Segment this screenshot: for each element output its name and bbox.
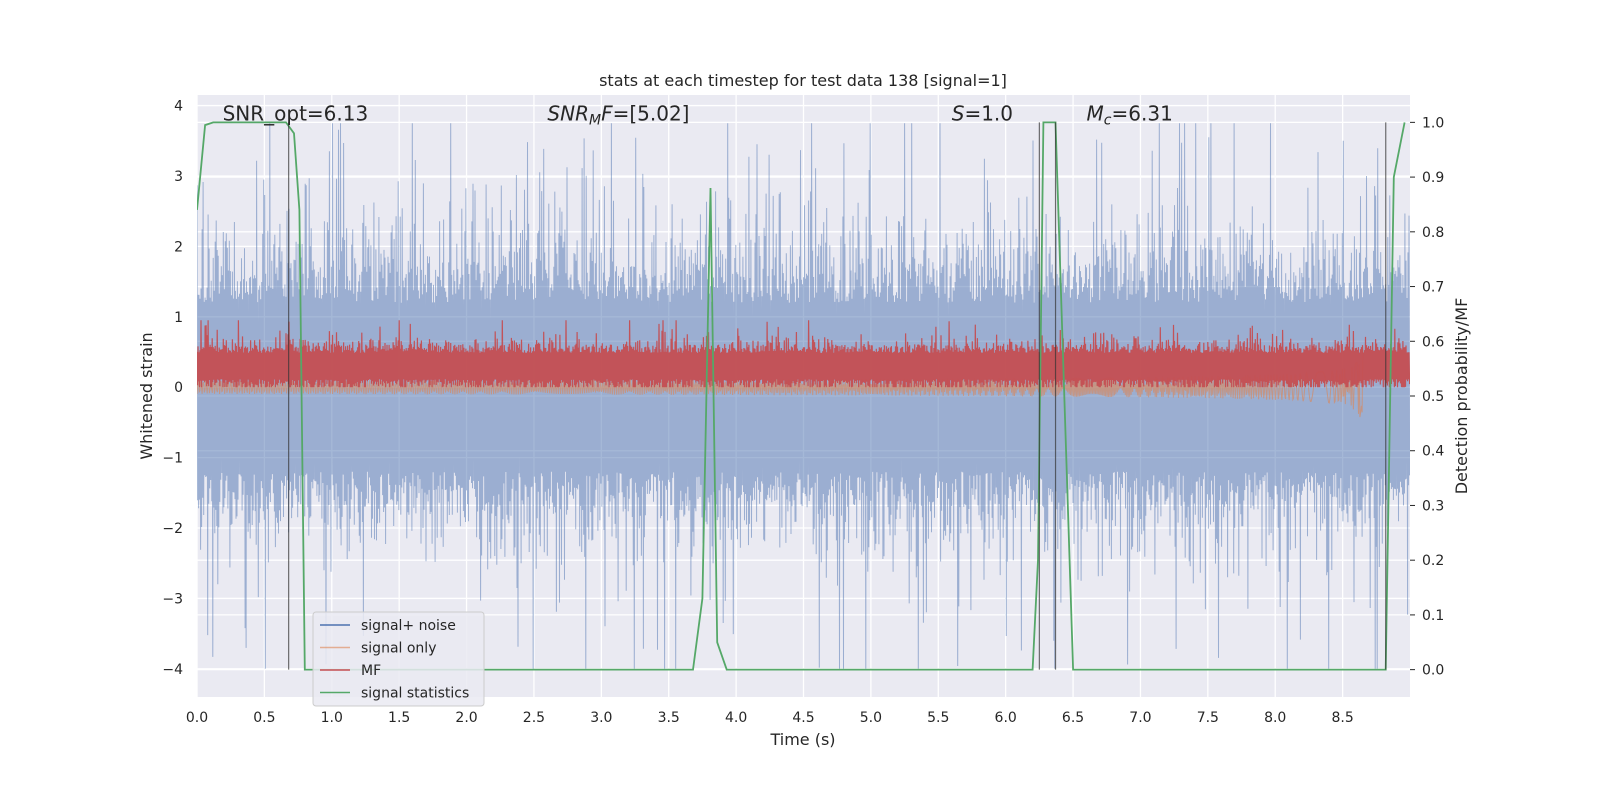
axes: 0.0 0.5 1.0 1.5 2.0 2.5 3.0 3.5 4.0 4.5 5.0 5.5 6.0 6… <box>162 99 1444 726</box>
y-tick-label: −3 <box>162 591 183 607</box>
y-axis-label: Whitened strain <box>137 332 156 459</box>
y2-tick-label: 0.6 <box>1422 334 1444 350</box>
legend-label: signal statistics <box>361 686 469 702</box>
chart-title: stats at each timestep for test data 138… <box>599 71 1007 90</box>
x-tick-label: 2.5 <box>523 710 545 726</box>
x-tick-label: 7.0 <box>1129 710 1151 726</box>
x-tick-label: 6.0 <box>995 710 1017 726</box>
x-tick-label: 3.0 <box>590 710 612 726</box>
mf-trace <box>197 320 1410 388</box>
y2-tick-label: 0.1 <box>1422 608 1444 624</box>
x-axis-label: Time (s) <box>769 730 835 749</box>
x-tick-label: 4.0 <box>725 710 747 726</box>
x-tick-label: 0.0 <box>186 710 208 726</box>
y2-tick-label: 0.9 <box>1422 170 1444 186</box>
y2-tick-label: 0.7 <box>1422 280 1444 296</box>
x-tick-label: 4.5 <box>792 710 814 726</box>
y-tick-label: 1 <box>174 310 183 326</box>
legend: signal+ noise signal only MF signal statist… <box>312 611 485 707</box>
y-tick-label: 3 <box>174 169 183 185</box>
x-tick-label: 8.0 <box>1264 710 1286 726</box>
y-tick-label: −4 <box>162 662 183 678</box>
data-layer <box>197 121 1410 671</box>
annotation-text: Mc=6.31 <box>1087 102 1173 129</box>
annotation-text: SNR_opt=6.13 <box>223 102 369 126</box>
legend-box <box>312 611 485 707</box>
signal-only-trace <box>197 348 1364 418</box>
x-tick-label: 3.5 <box>658 710 680 726</box>
y2-tick-label: 0.5 <box>1422 389 1444 405</box>
x-tick-label: 1.5 <box>388 710 410 726</box>
legend-label: MF <box>361 663 381 679</box>
y2-tick-label: 0.0 <box>1422 663 1444 679</box>
x-tick-label: 1.0 <box>321 710 343 726</box>
x-tick-label: 5.5 <box>927 710 949 726</box>
y-tick-label: 0 <box>174 380 183 396</box>
x-tick-label: 2.0 <box>455 710 477 726</box>
y-tick-label: 4 <box>174 99 183 115</box>
y-tick-label: −1 <box>162 451 183 467</box>
x-tick-label: 8.5 <box>1331 710 1353 726</box>
y2-tick-label: 0.8 <box>1422 225 1444 241</box>
legend-label: signal only <box>361 641 436 657</box>
x-tick-label: 6.5 <box>1062 710 1084 726</box>
y2-tick-label: 1.0 <box>1422 115 1444 131</box>
legend-label: signal+ noise <box>361 618 456 634</box>
x-tick-label: 0.5 <box>253 710 275 726</box>
signal-statistics-line <box>197 121 1406 671</box>
y2-tick-label: 0.3 <box>1422 498 1444 514</box>
x-tick-label: 7.5 <box>1197 710 1219 726</box>
y-tick-label: 2 <box>174 239 183 255</box>
annotation-text: S=1.0 <box>952 102 1013 126</box>
x-tick-label: 5.0 <box>860 710 882 726</box>
annotations: SNR_opt=6.13 SNRMF=[5.02] S=1.0 Mc=6.31 <box>223 102 1173 129</box>
y-tick-label: −2 <box>162 521 183 537</box>
annotation-text: SNRMF=[5.02] <box>547 102 689 129</box>
y2-tick-label: 0.2 <box>1422 553 1444 569</box>
y2-axis-label: Detection probability/MF <box>1452 298 1471 495</box>
y2-tick-label: 0.4 <box>1422 444 1444 460</box>
